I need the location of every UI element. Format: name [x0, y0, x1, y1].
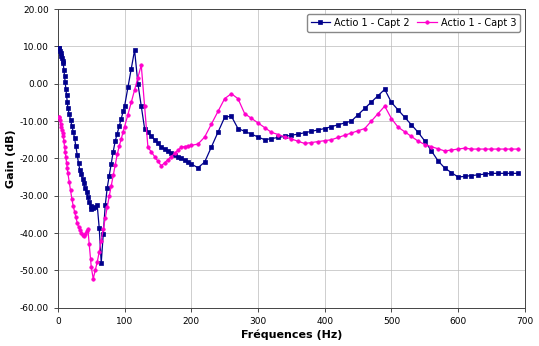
Actio 1 - Capt 2: [368, 100, 375, 104]
Line: Actio 1 - Capt 3: Actio 1 - Capt 3: [57, 63, 520, 281]
Actio 1 - Capt 3: [415, 139, 421, 143]
Actio 1 - Capt 3: [100, 227, 107, 231]
Actio 1 - Capt 3: [56, 115, 62, 119]
Actio 1 - Capt 2: [78, 172, 85, 176]
Actio 1 - Capt 2: [195, 166, 201, 170]
Actio 1 - Capt 3: [315, 139, 321, 144]
Actio 1 - Capt 3: [375, 111, 381, 116]
Line: Actio 1 - Capt 2: Actio 1 - Capt 2: [57, 47, 520, 264]
Actio 1 - Capt 3: [78, 230, 85, 235]
Actio 1 - Capt 2: [56, 46, 62, 50]
Actio 1 - Capt 3: [90, 277, 96, 281]
Actio 1 - Capt 2: [408, 123, 414, 127]
Actio 1 - Capt 3: [202, 135, 208, 139]
Actio 1 - Capt 2: [98, 261, 105, 265]
Actio 1 - Capt 2: [515, 171, 521, 175]
Actio 1 - Capt 3: [515, 147, 521, 151]
Actio 1 - Capt 2: [100, 232, 107, 236]
Y-axis label: Gain (dB): Gain (dB): [5, 129, 16, 188]
Legend: Actio 1 - Capt 2, Actio 1 - Capt 3: Actio 1 - Capt 2, Actio 1 - Capt 3: [307, 14, 520, 32]
Actio 1 - Capt 3: [138, 63, 144, 67]
Actio 1 - Capt 2: [308, 129, 315, 134]
X-axis label: Fréquences (Hz): Fréquences (Hz): [240, 330, 342, 340]
